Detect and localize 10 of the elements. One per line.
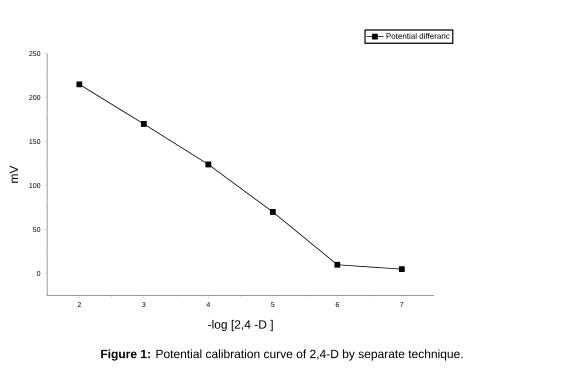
legend-label: Potential differanc	[386, 32, 450, 39]
point	[334, 262, 340, 268]
point	[398, 266, 405, 272]
text: Figure 1: Potential calibration curve of 2,4-D by separate technique.	[101, 349, 462, 361]
point	[205, 162, 212, 168]
x-axis-title: -log [2,4 -D ]	[208, 320, 273, 332]
point	[140, 121, 147, 127]
point	[270, 209, 276, 215]
y-axis-title: mV	[10, 166, 18, 183]
point	[76, 81, 82, 88]
